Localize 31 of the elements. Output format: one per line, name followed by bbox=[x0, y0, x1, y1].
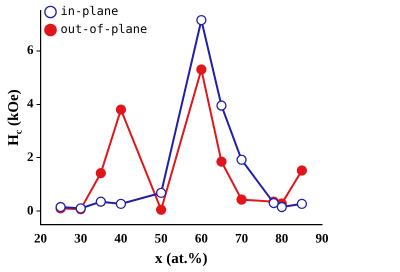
y-tick-label: 2 bbox=[27, 149, 34, 164]
point bbox=[116, 198, 126, 209]
point bbox=[276, 202, 287, 212]
x-tick-label: 50 bbox=[154, 230, 168, 246]
point bbox=[216, 100, 227, 111]
x-axis-title: x (at.%) bbox=[155, 250, 208, 267]
x-tick-label: 30 bbox=[74, 230, 88, 246]
x-tick-label: 70 bbox=[235, 230, 248, 246]
y-axis-title: Hc (kOe) bbox=[6, 89, 25, 146]
y-tick-label: 6 bbox=[27, 42, 34, 58]
point bbox=[96, 168, 106, 178]
x-tick-label: 20 bbox=[34, 230, 47, 246]
y-tick-label: 4 bbox=[27, 96, 34, 111]
point bbox=[216, 156, 227, 167]
y-tick-label: 0 bbox=[27, 202, 34, 218]
x-tick-label: 60 bbox=[194, 230, 208, 246]
point bbox=[116, 104, 126, 115]
point bbox=[96, 196, 106, 207]
x-tick-label: 80 bbox=[275, 230, 288, 246]
point bbox=[156, 204, 166, 215]
point bbox=[296, 165, 308, 176]
point bbox=[196, 64, 207, 75]
point bbox=[156, 188, 166, 198]
point bbox=[296, 198, 308, 209]
legend-label: out-of-plane bbox=[60, 22, 148, 36]
legend-label: in-plane bbox=[60, 4, 118, 18]
point bbox=[236, 154, 247, 165]
point bbox=[236, 194, 247, 205]
x-tick-label: 90 bbox=[316, 230, 328, 246]
x-tick-label: 40 bbox=[114, 230, 128, 246]
point bbox=[196, 14, 207, 26]
